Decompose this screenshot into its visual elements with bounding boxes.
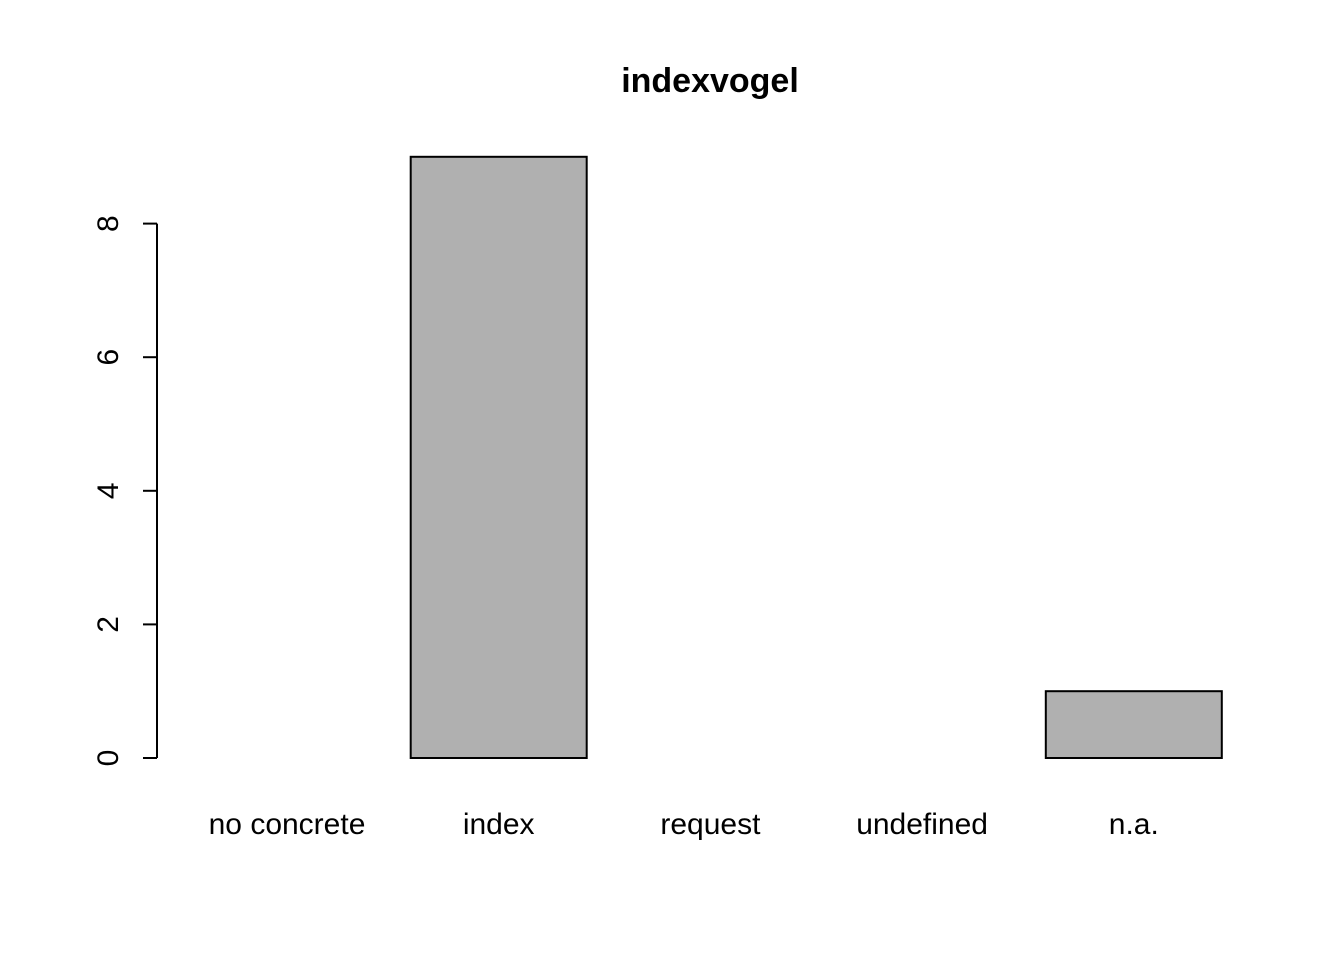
y-axis: 0 2 4 6 8	[92, 215, 158, 767]
bar-index	[409, 155, 588, 760]
x-label-no-concrete: no concrete	[209, 808, 366, 841]
x-label-n-a: n.a.	[1109, 808, 1159, 841]
bars-group	[409, 155, 1223, 760]
y-tick-label-8: 8	[92, 215, 125, 232]
y-tick-label-2: 2	[92, 616, 125, 633]
chart-title: indexvogel	[621, 62, 799, 100]
x-label-request: request	[660, 808, 761, 841]
y-tick-label-6: 6	[92, 349, 125, 366]
x-axis-labels: no concrete index request undefined n.a.	[209, 808, 1159, 841]
y-tick-label-0: 0	[92, 750, 125, 767]
y-tick-label-4: 4	[92, 482, 125, 499]
x-label-undefined: undefined	[856, 808, 988, 841]
x-label-index: index	[463, 808, 535, 841]
bar-n-a	[1044, 690, 1223, 760]
